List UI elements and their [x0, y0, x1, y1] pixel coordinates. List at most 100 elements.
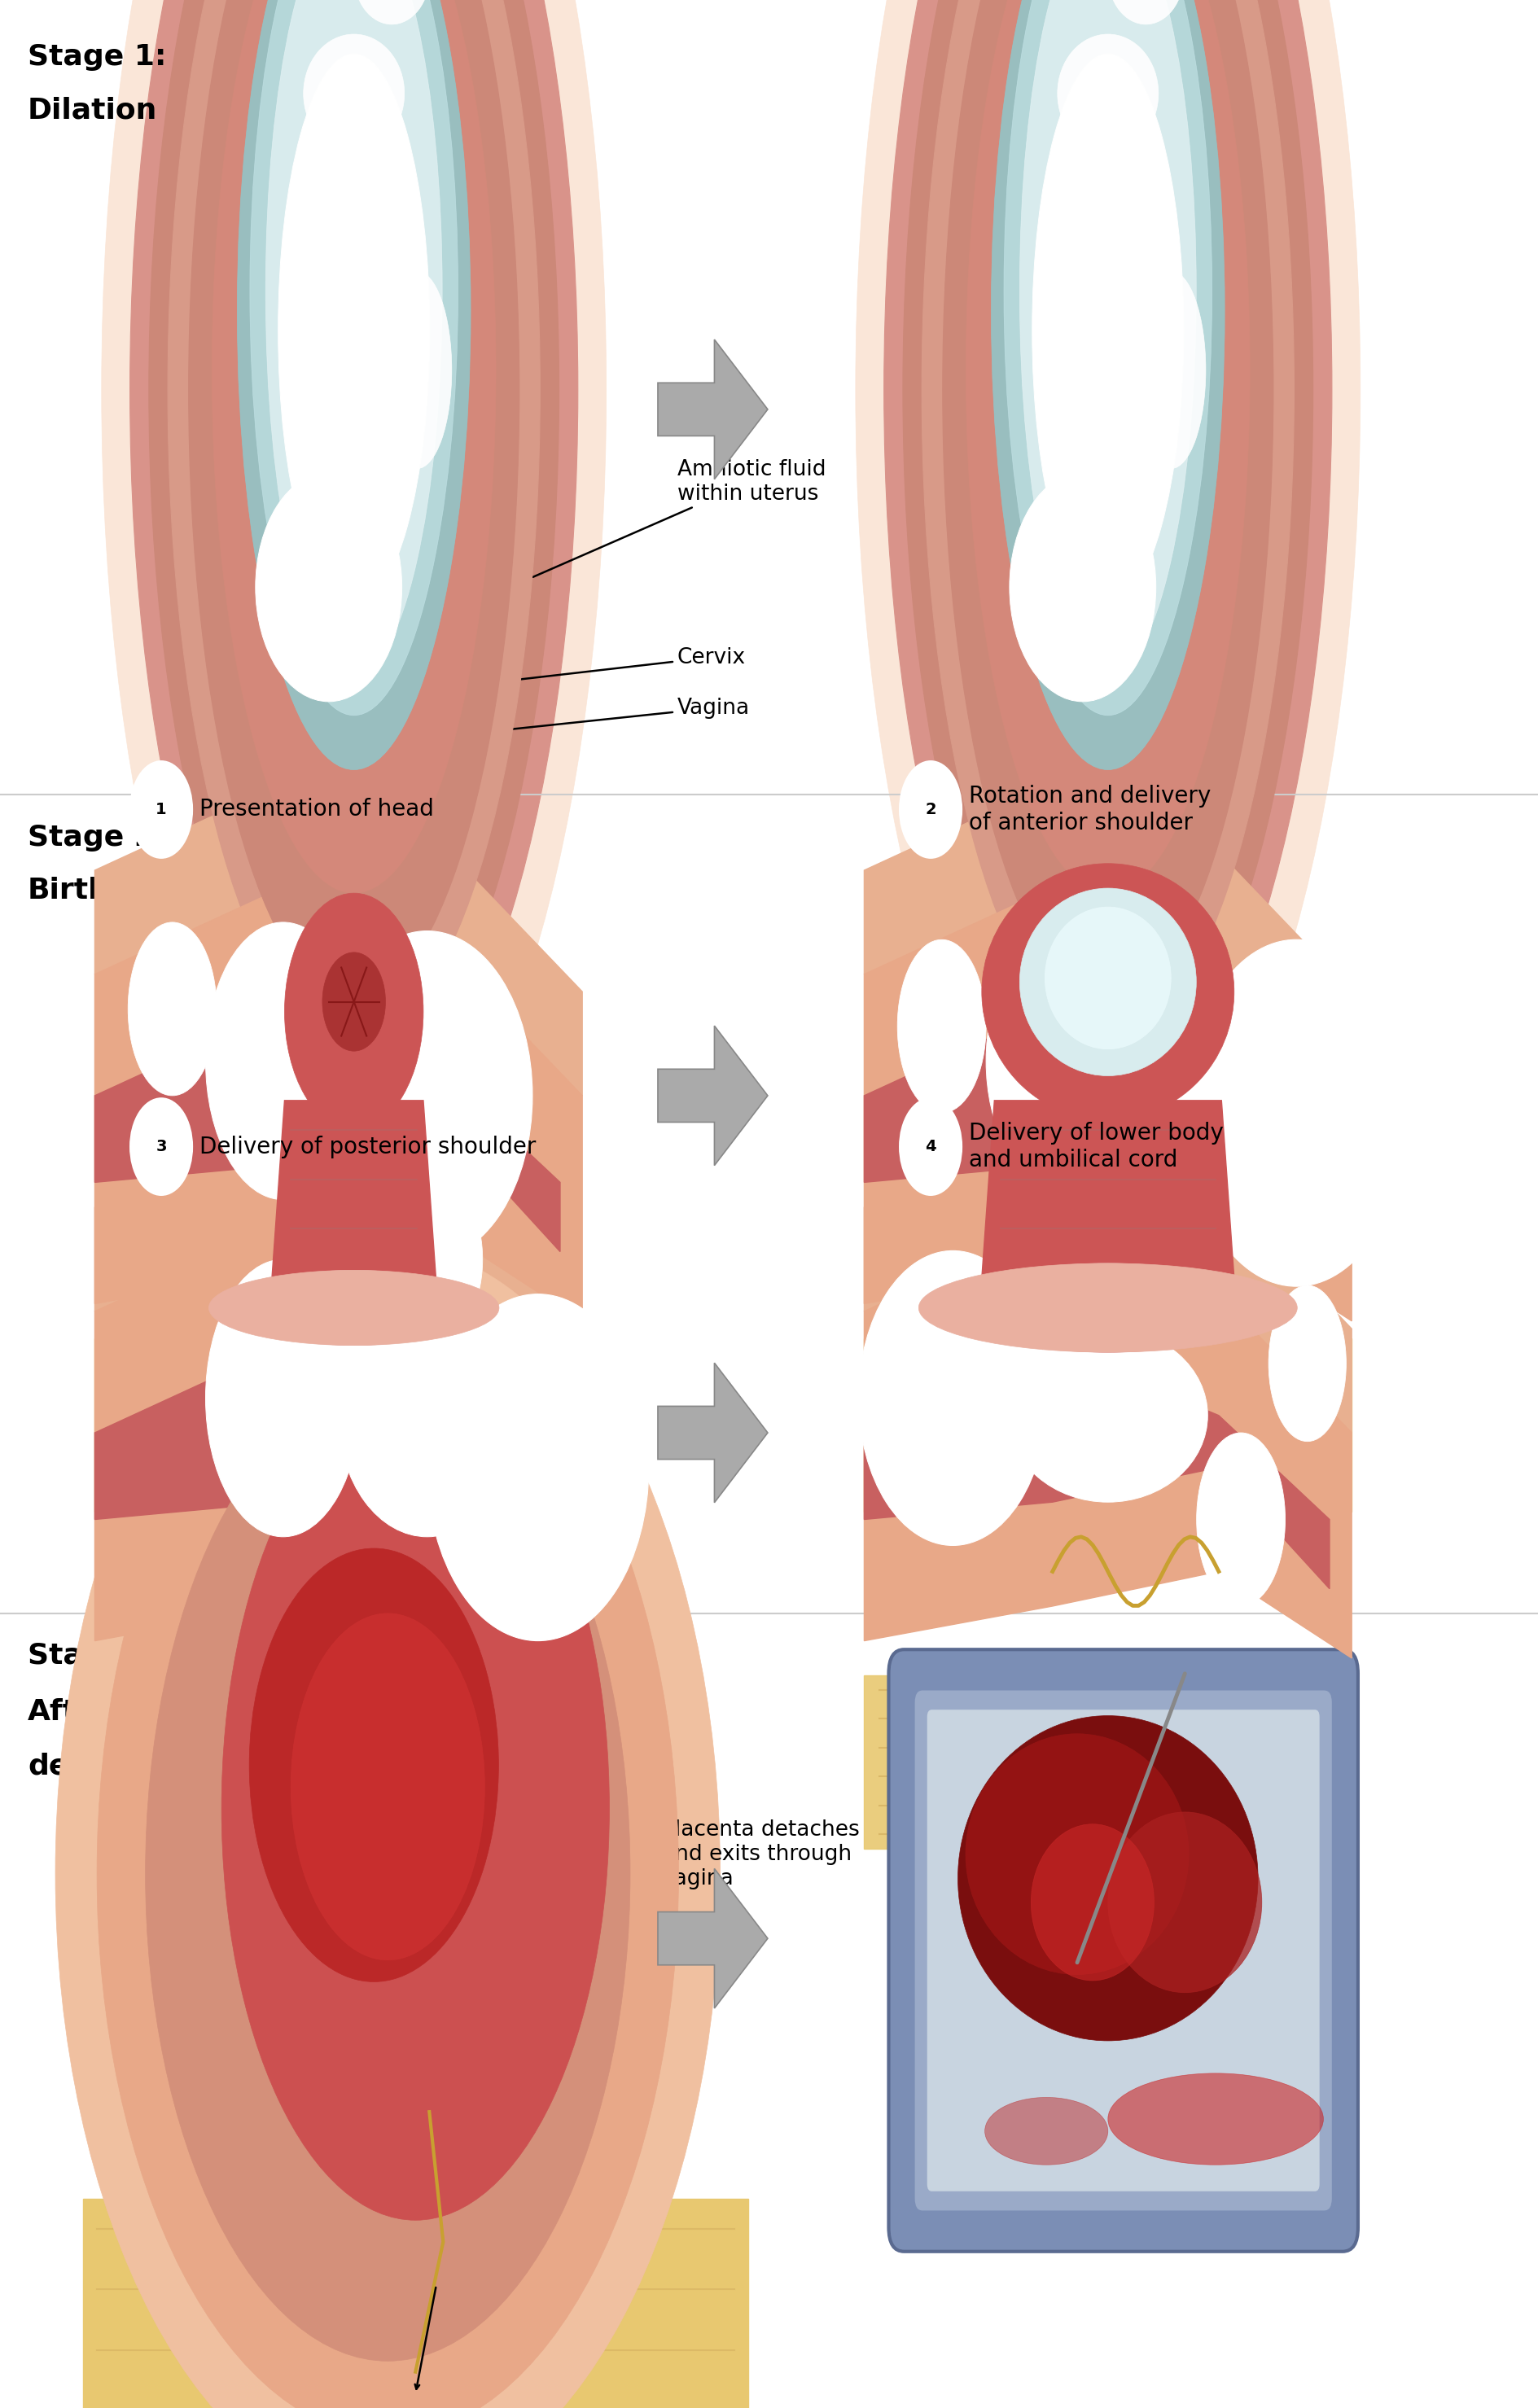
- Ellipse shape: [943, 1264, 1272, 1353]
- Ellipse shape: [986, 939, 1118, 1182]
- Circle shape: [858, 1250, 1046, 1546]
- Ellipse shape: [221, 1397, 609, 2220]
- Text: Presentation of head: Presentation of head: [200, 797, 434, 821]
- Ellipse shape: [206, 922, 360, 1199]
- Ellipse shape: [1107, 0, 1183, 24]
- Ellipse shape: [855, 0, 1360, 1199]
- Ellipse shape: [1097, 992, 1252, 1199]
- Text: 1: 1: [155, 802, 166, 816]
- FancyBboxPatch shape: [914, 1690, 1330, 2211]
- Ellipse shape: [237, 0, 471, 771]
- Bar: [864, 1676, 1350, 1849]
- Ellipse shape: [918, 1264, 1297, 1353]
- Ellipse shape: [1044, 908, 1170, 1050]
- Ellipse shape: [102, 0, 606, 1199]
- Ellipse shape: [129, 0, 578, 1125]
- Ellipse shape: [1003, 0, 1212, 715]
- Ellipse shape: [278, 53, 429, 607]
- Ellipse shape: [921, 0, 1293, 1040]
- Text: Undilated cervix: Undilated cervix: [261, 807, 446, 828]
- Ellipse shape: [234, 1271, 474, 1346]
- Ellipse shape: [381, 272, 452, 470]
- Circle shape: [900, 761, 961, 857]
- Text: 4: 4: [924, 1139, 935, 1153]
- Ellipse shape: [1197, 1433, 1284, 1606]
- Ellipse shape: [984, 2097, 1107, 2165]
- Circle shape: [255, 472, 401, 701]
- Ellipse shape: [1007, 1329, 1207, 1503]
- Ellipse shape: [209, 1271, 498, 1346]
- Polygon shape: [864, 1346, 1329, 1589]
- Text: Dilation: Dilation: [28, 96, 157, 123]
- Polygon shape: [95, 783, 581, 1096]
- Ellipse shape: [285, 893, 423, 1129]
- FancyBboxPatch shape: [889, 1649, 1358, 2251]
- Ellipse shape: [990, 0, 1224, 771]
- Ellipse shape: [146, 1385, 631, 2360]
- Circle shape: [321, 932, 532, 1259]
- Ellipse shape: [189, 0, 518, 999]
- Text: Delivery of lower body
and umbilical cord: Delivery of lower body and umbilical cor…: [969, 1122, 1223, 1170]
- Circle shape: [1009, 472, 1155, 701]
- Ellipse shape: [55, 1245, 720, 2408]
- Text: Rotation and delivery
of anterior shoulder: Rotation and delivery of anterior should…: [969, 785, 1210, 833]
- Ellipse shape: [266, 0, 441, 677]
- Ellipse shape: [289, 1163, 345, 1286]
- Ellipse shape: [1032, 53, 1183, 607]
- Polygon shape: [864, 889, 1350, 1322]
- Ellipse shape: [97, 1310, 678, 2408]
- Polygon shape: [272, 1100, 435, 1279]
- Circle shape: [428, 1293, 649, 1640]
- Ellipse shape: [903, 0, 1312, 1081]
- Ellipse shape: [897, 939, 986, 1112]
- Text: Vagina: Vagina: [417, 698, 749, 739]
- Ellipse shape: [338, 1293, 515, 1536]
- Text: Placenta detaches
and exits through
vagina: Placenta detaches and exits through vagi…: [474, 1818, 858, 1984]
- Text: Delivery of posterior shoulder: Delivery of posterior shoulder: [200, 1134, 537, 1158]
- Ellipse shape: [1107, 1813, 1261, 1994]
- Text: Stage 2:: Stage 2:: [28, 824, 166, 850]
- Ellipse shape: [354, 0, 429, 24]
- FancyArrow shape: [658, 340, 767, 479]
- Ellipse shape: [415, 1190, 483, 1329]
- Ellipse shape: [168, 0, 540, 1040]
- Polygon shape: [864, 1120, 1350, 1433]
- Ellipse shape: [966, 0, 1249, 893]
- Text: Fully dilated cervix
(>10 cm in diameter): Fully dilated cervix (>10 cm in diameter…: [986, 807, 1229, 855]
- Ellipse shape: [1020, 889, 1195, 1076]
- Text: 2: 2: [924, 802, 935, 816]
- Circle shape: [131, 1098, 192, 1194]
- Text: Birth: Birth: [28, 877, 109, 903]
- Ellipse shape: [966, 1734, 1187, 1975]
- Ellipse shape: [249, 0, 458, 715]
- Polygon shape: [95, 889, 581, 1322]
- Polygon shape: [95, 1346, 560, 1589]
- Polygon shape: [864, 783, 1350, 1096]
- Ellipse shape: [1030, 1825, 1154, 1979]
- FancyArrow shape: [658, 1363, 767, 1503]
- Circle shape: [900, 1098, 961, 1194]
- Bar: [83, 2199, 747, 2408]
- Ellipse shape: [212, 0, 495, 893]
- Polygon shape: [864, 1226, 1350, 1659]
- Bar: [95, 1676, 581, 1849]
- Polygon shape: [981, 1100, 1233, 1279]
- Ellipse shape: [291, 1613, 484, 1960]
- Polygon shape: [864, 1009, 1329, 1252]
- Ellipse shape: [1020, 0, 1195, 677]
- Ellipse shape: [1107, 2073, 1323, 2165]
- Ellipse shape: [883, 0, 1332, 1125]
- Ellipse shape: [149, 0, 558, 1081]
- Text: 3: 3: [155, 1139, 166, 1153]
- Ellipse shape: [303, 34, 404, 152]
- Text: Stage 1:: Stage 1:: [28, 43, 166, 70]
- Ellipse shape: [1267, 1286, 1346, 1442]
- Polygon shape: [95, 1120, 581, 1433]
- Bar: [864, 1339, 1350, 1512]
- FancyArrow shape: [658, 1869, 767, 2008]
- Text: Afterbirth: Afterbirth: [28, 1698, 192, 1724]
- Ellipse shape: [128, 922, 217, 1096]
- Ellipse shape: [260, 1271, 449, 1346]
- Polygon shape: [95, 1009, 560, 1252]
- Text: Stage 3:: Stage 3:: [28, 1642, 166, 1669]
